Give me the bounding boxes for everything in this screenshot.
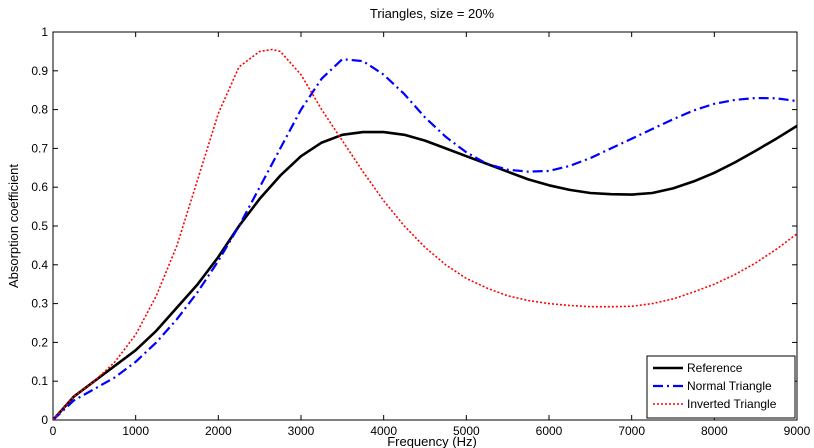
- y-tick-label: 0: [41, 413, 48, 427]
- x-axis: 0 1000 2000 3000 4000 5000 6000 7000 8000 9000: [50, 32, 811, 438]
- x-tick-label: 3000: [288, 424, 315, 438]
- y-tick-label: 0.6: [31, 180, 48, 194]
- y-tick-label: 0.9: [31, 64, 48, 78]
- x-tick-label: 1000: [122, 424, 149, 438]
- y-tick-label: 0.3: [31, 297, 48, 311]
- y-axis-title: Absorption coefficient: [6, 164, 21, 288]
- y-tick-label: 0.1: [31, 374, 48, 388]
- legend: Reference Normal Triangle Inverted Triangl…: [646, 355, 796, 419]
- x-tick-label: 2000: [205, 424, 232, 438]
- legend-label: Inverted Triangle: [687, 397, 777, 411]
- y-axis: 0 0.1 0.2 0.3 0.4 0.5 0.6 0.7 0.8 0.9 1: [31, 25, 797, 427]
- legend-box: [646, 355, 796, 419]
- x-tick-label: 8000: [701, 424, 728, 438]
- y-tick-label: 0.2: [31, 335, 48, 349]
- y-tick-label: 0.7: [31, 141, 48, 155]
- chart-title: Triangles, size = 20%: [370, 6, 495, 21]
- series-layer: [52, 48, 798, 421]
- x-tick-label: 6000: [536, 424, 563, 438]
- x-tick-label: 4000: [370, 424, 397, 438]
- x-tick-label: 5000: [453, 424, 480, 438]
- legend-label: Reference: [687, 361, 743, 375]
- y-tick-label: 0.5: [31, 219, 48, 233]
- x-tick-label: 7000: [618, 424, 645, 438]
- series-line-reference: [52, 124, 798, 421]
- x-axis-title: Frequency (Hz): [387, 434, 477, 448]
- x-tick-label: 0: [50, 424, 57, 438]
- y-tick-label: 0.4: [31, 258, 48, 272]
- y-tick-label: 1: [41, 25, 48, 39]
- series-line-inverted-triangle: [52, 48, 798, 421]
- legend-label: Normal Triangle: [687, 379, 772, 393]
- y-tick-label: 0.8: [31, 103, 48, 117]
- series-line-normal-triangle: [52, 58, 798, 421]
- x-tick-label: 9000: [784, 424, 811, 438]
